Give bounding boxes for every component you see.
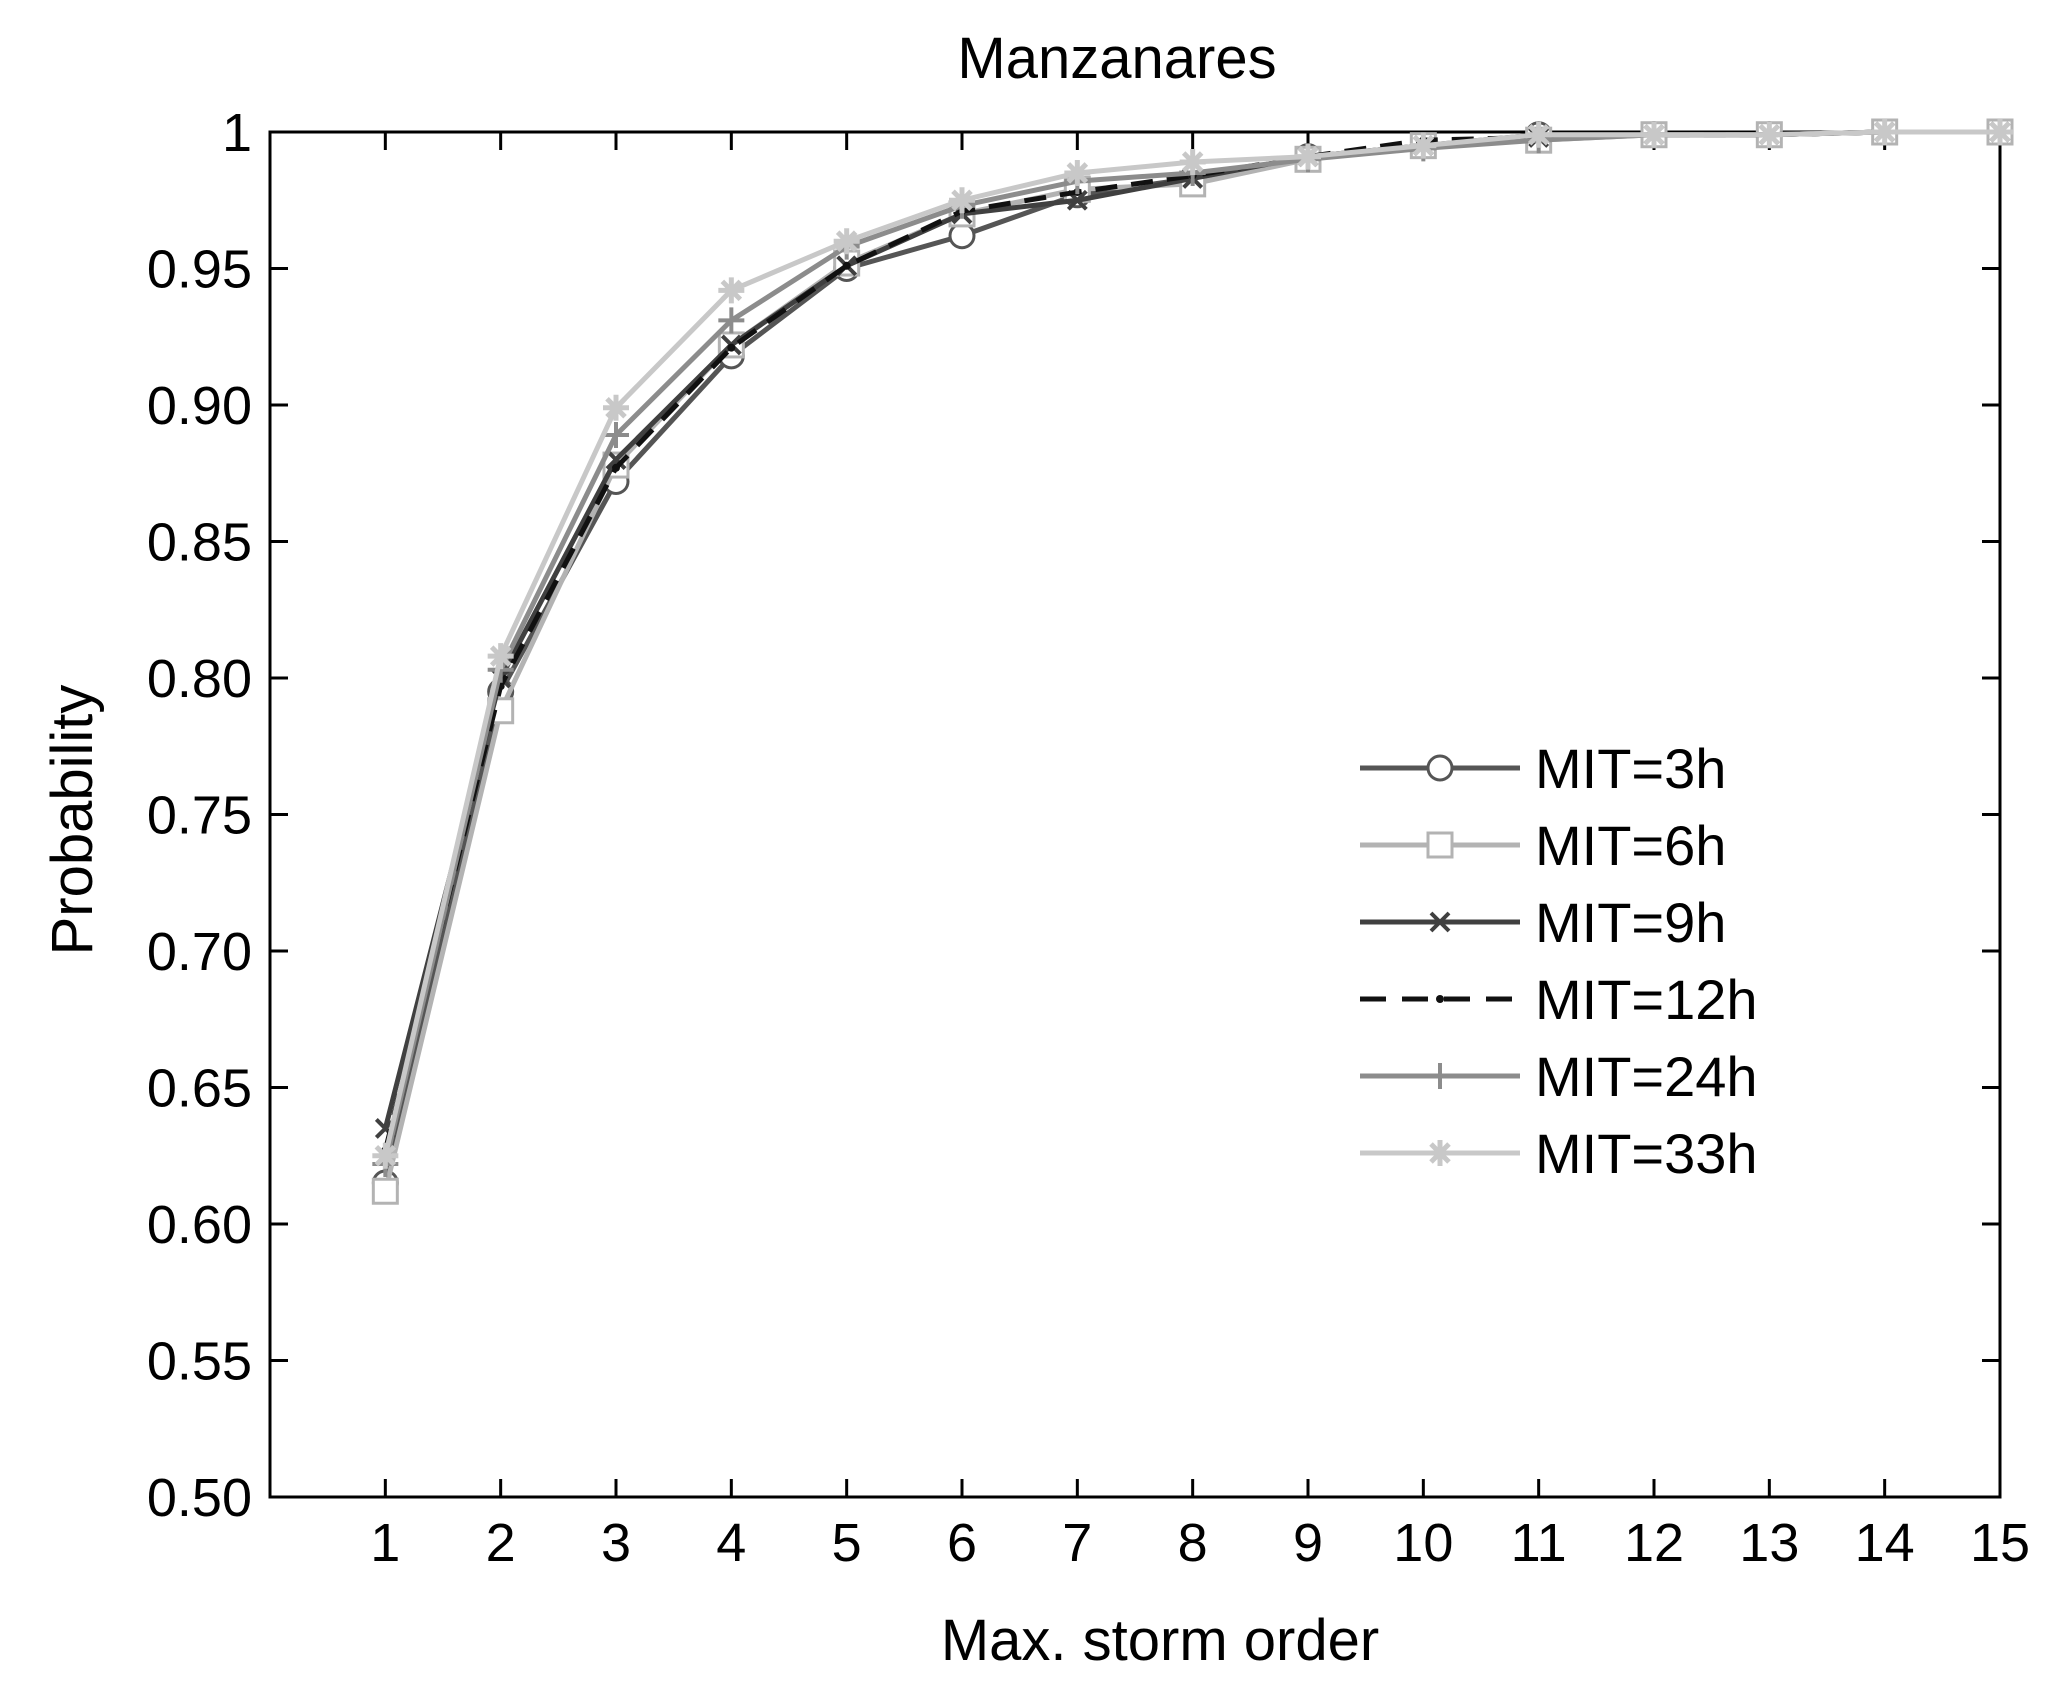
data-point [371, 1177, 399, 1205]
series-line [382, 129, 2000, 1184]
legend-label: MIT=6h [1535, 814, 1726, 877]
data-point [1641, 121, 1667, 148]
x-tick-label: 9 [1293, 1513, 1323, 1573]
series-line [382, 129, 2000, 1151]
x-tick-label: 3 [601, 1513, 631, 1573]
data-point [603, 394, 629, 421]
legend-swatch-marker [1427, 1063, 1453, 1089]
x-tick-label: 10 [1393, 1513, 1453, 1573]
data-point [1525, 121, 1552, 148]
series-MIT=3h [371, 118, 2014, 1197]
series-line [382, 129, 2000, 1165]
legend-entry: MIT=24h [1360, 1045, 1758, 1108]
series-line [382, 129, 2000, 1192]
legend-label: MIT=3h [1535, 737, 1726, 800]
x-tick-label: 15 [1970, 1513, 2030, 1573]
data-point [1179, 149, 1206, 176]
plot-area-frame [268, 130, 2002, 1499]
x-tick-label: 14 [1855, 1513, 1915, 1573]
data-point [1987, 119, 2013, 145]
x-tick-label: 13 [1739, 1513, 1799, 1573]
legend-swatch-marker [1426, 754, 1454, 782]
data-point [718, 307, 745, 334]
legend-label: MIT=12h [1535, 968, 1758, 1031]
data-point [1295, 143, 1321, 170]
data-point [1064, 159, 1091, 186]
y-tick-label: 0.65 [147, 1059, 252, 1119]
data-point [605, 449, 627, 471]
legend-swatch-marker [1429, 911, 1451, 933]
data-point [949, 187, 975, 214]
legend-label: MIT=33h [1535, 1122, 1758, 1185]
data-point [842, 261, 851, 270]
series-MIT=9h [374, 121, 2011, 1139]
series-MIT=12h [381, 128, 2004, 1155]
axis-ticks: 1 2 3 4 5 6 7 8 9 10 11 12 13 14 150.500.550.600.650.7… [147, 103, 2030, 1573]
x-tick-label: 2 [486, 1513, 516, 1573]
y-tick-label: 0.60 [147, 1195, 252, 1255]
x-tick-label: 5 [832, 1513, 862, 1573]
legend-entry: MIT=9h [1360, 891, 1726, 954]
data-point [727, 343, 736, 352]
y-tick-label: 1 [222, 103, 252, 163]
x-tick-label: 6 [947, 1513, 977, 1573]
legend-label: MIT=9h [1535, 891, 1726, 954]
legend: MIT=3h MIT=6h MIT=9h MIT=12h MIT=24h MIT=33h [1360, 737, 1758, 1185]
y-tick-label: 0.95 [147, 240, 252, 300]
legend-entry: MIT=12h [1360, 968, 1758, 1031]
x-tick-label: 8 [1178, 1513, 1208, 1573]
y-tick-label: 0.75 [147, 786, 252, 846]
series-MIT=6h [371, 118, 2014, 1205]
data-point [1871, 119, 1898, 145]
legend-swatch-marker [1426, 831, 1454, 859]
legend-entry: MIT=3h [1360, 737, 1726, 800]
data-point [487, 643, 514, 670]
series-MIT=33h [372, 119, 2013, 1169]
data-point [718, 277, 745, 304]
data-point [833, 228, 860, 255]
y-tick-label: 0.90 [147, 376, 252, 436]
y-axis-label: Probability [40, 685, 105, 956]
data-point [1756, 121, 1783, 148]
y-tick-label: 0.80 [147, 649, 252, 709]
legend-entry: MIT=6h [1360, 814, 1726, 877]
legend-swatch-marker [1436, 995, 1444, 1003]
data-point [612, 463, 620, 472]
legend-label: MIT=24h [1535, 1045, 1758, 1108]
legend-entry: MIT=33h [1360, 1122, 1758, 1185]
chart-title: Manzanares [957, 26, 1276, 91]
y-tick-label: 0.55 [147, 1332, 252, 1392]
data-point [603, 422, 629, 449]
y-tick-label: 0.85 [147, 513, 252, 573]
x-axis-label: Max. storm order [941, 1608, 1379, 1673]
x-tick-label: 1 [370, 1513, 400, 1573]
x-tick-label: 12 [1624, 1513, 1684, 1573]
legend-swatch-marker [1427, 1140, 1453, 1166]
series-MIT=24h [372, 119, 2013, 1177]
y-tick-label: 0.50 [147, 1468, 252, 1528]
y-tick-label: 0.70 [147, 922, 252, 982]
data-point [1410, 132, 1437, 159]
x-tick-label: 7 [1062, 1513, 1092, 1573]
x-tick-label: 11 [1511, 1513, 1567, 1573]
data-point [372, 1142, 399, 1169]
series-line [382, 129, 2000, 1130]
series-line [382, 129, 2000, 1157]
series-layer [371, 118, 2014, 1205]
x-tick-label: 4 [716, 1513, 746, 1573]
